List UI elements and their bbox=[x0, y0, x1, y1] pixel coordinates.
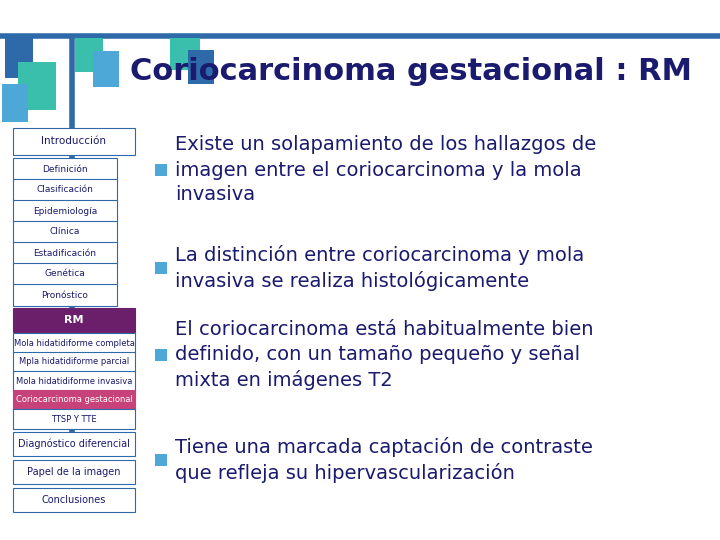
Text: Coriocarcinoma gestacional : RM: Coriocarcinoma gestacional : RM bbox=[130, 57, 692, 86]
Text: Clasificación: Clasificación bbox=[37, 186, 94, 194]
Bar bbox=[5, 38, 33, 78]
Text: Pronóstico: Pronóstico bbox=[42, 291, 89, 300]
Text: Estadificación: Estadificación bbox=[34, 248, 96, 258]
Text: La distinción entre coriocarcinoma y mola
invasiva se realiza histológicamente: La distinción entre coriocarcinoma y mol… bbox=[175, 245, 584, 291]
Bar bbox=[2, 84, 28, 122]
Text: El coriocarcinoma está habitualmente bien
definido, con un tamaño pequeño y seña: El coriocarcinoma está habitualmente bie… bbox=[175, 320, 593, 390]
Text: Introducción: Introducción bbox=[42, 137, 107, 146]
Bar bbox=[155, 262, 167, 274]
Bar bbox=[155, 164, 167, 176]
Text: Clínica: Clínica bbox=[50, 227, 80, 237]
Bar bbox=[93, 51, 119, 87]
Text: Coriocarcinoma gestacional: Coriocarcinoma gestacional bbox=[16, 395, 132, 404]
Bar bbox=[13, 179, 117, 201]
Bar bbox=[75, 38, 103, 72]
Bar bbox=[13, 409, 135, 429]
Bar bbox=[170, 38, 200, 70]
Bar bbox=[13, 200, 117, 222]
Text: Tiene una marcada captación de contraste
que refleja su hipervascularización: Tiene una marcada captación de contraste… bbox=[175, 437, 593, 483]
Bar bbox=[13, 488, 135, 512]
Bar bbox=[155, 454, 167, 466]
Text: TTSP Y TTE: TTSP Y TTE bbox=[51, 415, 96, 423]
Text: Epidemiología: Epidemiología bbox=[33, 206, 97, 215]
Bar bbox=[13, 308, 135, 332]
Text: Genética: Genética bbox=[45, 269, 86, 279]
Bar bbox=[13, 242, 117, 264]
Bar bbox=[13, 284, 117, 306]
Bar bbox=[13, 390, 135, 410]
Bar bbox=[18, 62, 56, 110]
Bar bbox=[13, 352, 135, 372]
Text: Papel de la imagen: Papel de la imagen bbox=[27, 467, 121, 477]
Bar bbox=[188, 50, 214, 84]
Text: Mola hidatidiforme invasiva: Mola hidatidiforme invasiva bbox=[16, 376, 132, 386]
Text: Mpla hidatidiforme parcial: Mpla hidatidiforme parcial bbox=[19, 357, 129, 367]
Text: Mola hidatidiforme completa: Mola hidatidiforme completa bbox=[14, 339, 135, 348]
Text: Definición: Definición bbox=[42, 165, 88, 173]
Bar bbox=[13, 263, 117, 285]
Text: Diagnóstico diferencial: Diagnóstico diferencial bbox=[18, 438, 130, 449]
Bar bbox=[13, 158, 117, 180]
Bar bbox=[13, 460, 135, 484]
Bar bbox=[155, 349, 167, 361]
Text: Conclusiones: Conclusiones bbox=[42, 495, 106, 505]
Bar bbox=[13, 432, 135, 456]
Bar bbox=[13, 333, 135, 353]
Bar bbox=[13, 128, 135, 155]
Text: Existe un solapamiento de los hallazgos de
imagen entre el coriocarcinoma y la m: Existe un solapamiento de los hallazgos … bbox=[175, 136, 596, 205]
Bar bbox=[13, 221, 117, 243]
Bar bbox=[13, 371, 135, 391]
Text: RM: RM bbox=[64, 315, 84, 325]
